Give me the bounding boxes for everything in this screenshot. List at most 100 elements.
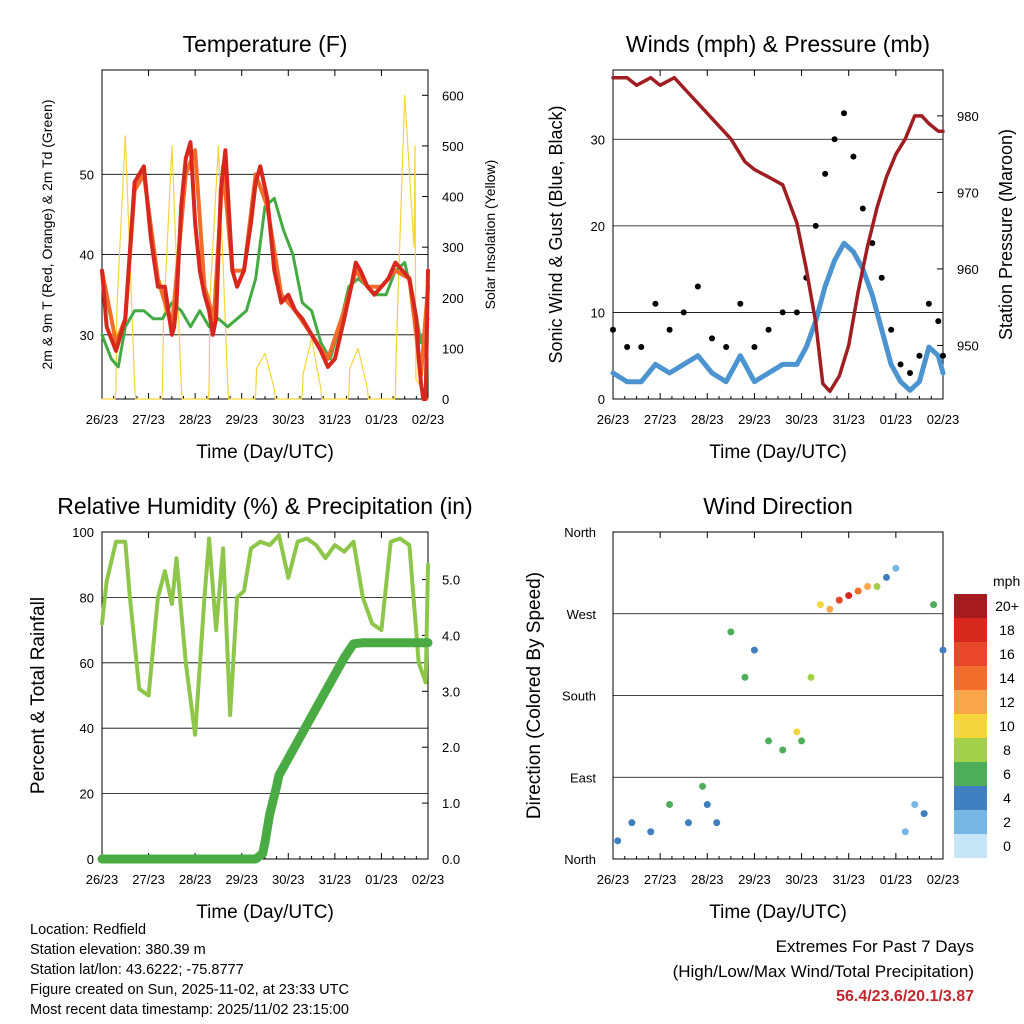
y-axis-label: Direction (Colored By Speed): [524, 572, 545, 819]
gust-point: [737, 300, 744, 307]
chart-panel-3: Relative Humidity (%) & Precipitation (i…: [28, 493, 473, 923]
x-tick-label: 31/23: [832, 872, 865, 887]
gust-point: [765, 326, 772, 333]
gust-point: [624, 344, 631, 351]
extremes-title: Extremes For Past 7 Days: [775, 937, 974, 956]
colorbar-label: 12: [999, 694, 1015, 710]
x-tick-label: 31/23: [319, 412, 352, 427]
colorbar-title: mph: [993, 573, 1020, 589]
colorbar-label: 8: [1003, 742, 1011, 758]
y-right-tick-label: 600: [442, 88, 464, 103]
y-right-tick-label: 4.0: [442, 628, 460, 643]
y-tick-label: 40: [80, 248, 94, 263]
direction-point: [614, 837, 622, 845]
colorbar-swatch: [954, 642, 987, 666]
y-right-tick-label: 500: [442, 139, 464, 154]
x-tick-label: 26/23: [86, 412, 119, 427]
extremes-subtitle: (High/Low/Max Wind/Total Precipitation): [672, 962, 974, 981]
direction-point: [647, 828, 655, 836]
colorbar-label: 0: [1003, 838, 1011, 854]
gust-point: [812, 222, 819, 229]
x-tick-label: 01/23: [880, 872, 913, 887]
colorbar-swatch: [954, 690, 987, 714]
y-right-tick-label: 0: [442, 392, 449, 407]
gust-point: [869, 240, 876, 247]
direction-point: [727, 628, 735, 636]
chart-panel-2: Winds (mph) & Pressure (mb) Time (Day/UTC…: [546, 31, 1016, 463]
x-axis-label: Time (Day/UTC): [196, 442, 334, 463]
y-tick-label: 10: [591, 305, 605, 320]
direction-point: [901, 828, 909, 836]
direction-point: [835, 596, 843, 604]
gust-point: [779, 309, 786, 316]
direction-point: [699, 782, 707, 790]
x-axis-label: Time (Day/UTC): [709, 442, 847, 463]
x-tick-label: 02/23: [927, 872, 960, 887]
x-tick-label: 28/23: [179, 412, 212, 427]
x-tick-label: 26/23: [597, 872, 630, 887]
x-tick-label: 01/23: [365, 412, 398, 427]
y-right-tick-label: 300: [442, 240, 464, 255]
x-tick-label: 02/23: [412, 412, 445, 427]
gust-point: [925, 300, 932, 307]
y-right-tick-label: 400: [442, 190, 464, 205]
y-tick-label: 30: [80, 328, 94, 343]
y-tick-label: South: [562, 689, 596, 704]
direction-point: [930, 601, 938, 609]
x-tick-label: 02/23: [412, 872, 445, 887]
series-total-precipitation: [97, 638, 433, 864]
y-tick-label: 0: [87, 852, 94, 867]
y-right-tick-label: 3.0: [442, 684, 460, 699]
y-tick-label: 20: [80, 787, 94, 802]
direction-point: [845, 592, 853, 600]
station-info: Location: Redfield Station elevation: 38…: [30, 920, 349, 1020]
colorbar-swatch: [954, 810, 987, 834]
direction-point: [741, 673, 749, 681]
x-tick-label: 01/23: [880, 412, 913, 427]
colorbar-swatch: [954, 738, 987, 762]
series-solar-insolation: [101, 94, 429, 400]
y-tick-label: 80: [80, 590, 94, 605]
plot-frame: [612, 69, 944, 400]
y-right-tick-label: 1.0: [442, 796, 460, 811]
gust-point: [859, 205, 866, 212]
direction-point: [807, 673, 815, 681]
x-tick-label: 29/23: [225, 872, 258, 887]
y-axis-label: Sonic Wind & Gust (Blue, Black): [546, 105, 566, 363]
x-tick-label: 29/23: [738, 412, 771, 427]
gust-point: [897, 361, 904, 368]
gust-point: [723, 344, 730, 351]
y-right-tick-label: 970: [957, 185, 979, 200]
gust-point: [694, 283, 701, 290]
y-tick-label: 30: [591, 132, 605, 147]
direction-point: [713, 819, 721, 827]
y-right-tick-label: 950: [957, 338, 979, 353]
chart-title: Temperature (F): [183, 31, 348, 57]
y-tick-label: 50: [80, 167, 94, 182]
x-tick-label: 30/23: [785, 412, 818, 427]
data-timestamp: Most recent data timestamp: 2025/11/02 2…: [30, 1002, 349, 1018]
y-tick-label: West: [567, 607, 597, 622]
y-tick-label: 60: [80, 656, 94, 671]
gust-point: [638, 344, 645, 351]
series-2m-temperature: [100, 140, 430, 401]
colorbar-swatch: [954, 594, 987, 618]
x-tick-label: 27/23: [644, 412, 677, 427]
station-latlon: Station lat/lon: 43.6222; -75.8777: [30, 962, 244, 978]
chart-panel-1: Temperature (F) Time (Day/UTC) 26/23 27/23 2…: [39, 31, 498, 463]
x-tick-label: 30/23: [272, 872, 305, 887]
y-tick-label: North: [564, 525, 596, 540]
y-right-tick-label: 0.0: [442, 852, 460, 867]
y-axis-label-right: Solar Insolation (Yellow): [482, 160, 498, 310]
direction-point: [882, 573, 890, 581]
direction-point: [750, 646, 758, 654]
direction-point: [666, 801, 674, 808]
gust-point: [793, 309, 800, 316]
colorbar-label: 4: [1003, 790, 1011, 806]
x-tick-label: 28/23: [691, 872, 724, 887]
series-station-pressure: [611, 75, 945, 394]
gust-point: [831, 136, 838, 143]
direction-point: [939, 646, 947, 654]
x-tick-label: 28/23: [179, 872, 212, 887]
x-axis-label: Time (Day/UTC): [709, 902, 847, 923]
